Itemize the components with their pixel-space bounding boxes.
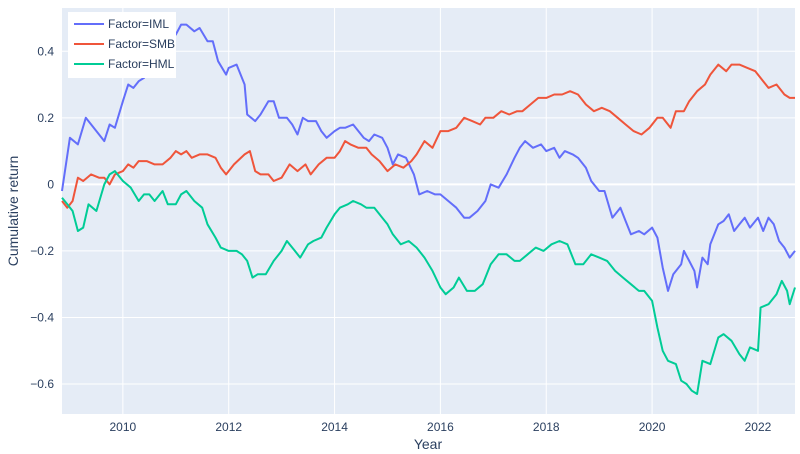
y-tick-label: −0.2 — [30, 244, 54, 258]
y-tick-label: 0.4 — [37, 44, 54, 58]
series-line-1 — [61, 23, 796, 292]
x-tick-label: 2022 — [745, 420, 772, 434]
x-axis-ticks: 2010 2012 2014 2016 2018 2020 2022 — [110, 420, 772, 434]
series-lines — [61, 23, 796, 395]
plot-background — [62, 8, 795, 414]
series-line-2 — [61, 63, 795, 209]
legend-item-label[interactable]: Factor=IML — [108, 17, 169, 31]
legend-item-label[interactable]: Factor=HML — [108, 57, 175, 71]
y-axis-ticks: −0.6 −0.4 −0.2 0 0.2 0.4 — [30, 44, 54, 391]
x-tick-label: 2014 — [321, 420, 348, 434]
x-tick-label: 2016 — [427, 420, 454, 434]
x-tick-label: 2010 — [110, 420, 137, 434]
y-tick-label: 0.2 — [37, 111, 54, 125]
y-tick-label: −0.6 — [30, 377, 54, 391]
series-line-3 — [61, 170, 796, 395]
x-tick-label: 2018 — [533, 420, 560, 434]
y-axis-title: Cumulative return — [5, 156, 21, 267]
legend[interactable]: Factor=IML Factor=SMB Factor=HML — [68, 12, 176, 78]
gridlines — [62, 8, 795, 414]
y-tick-label: −0.4 — [30, 310, 54, 324]
x-tick-label: 2012 — [215, 420, 242, 434]
x-axis-title: Year — [414, 436, 443, 452]
legend-item-label[interactable]: Factor=SMB — [108, 37, 175, 51]
x-tick-label: 2020 — [639, 420, 666, 434]
y-tick-label: 0 — [47, 177, 54, 191]
